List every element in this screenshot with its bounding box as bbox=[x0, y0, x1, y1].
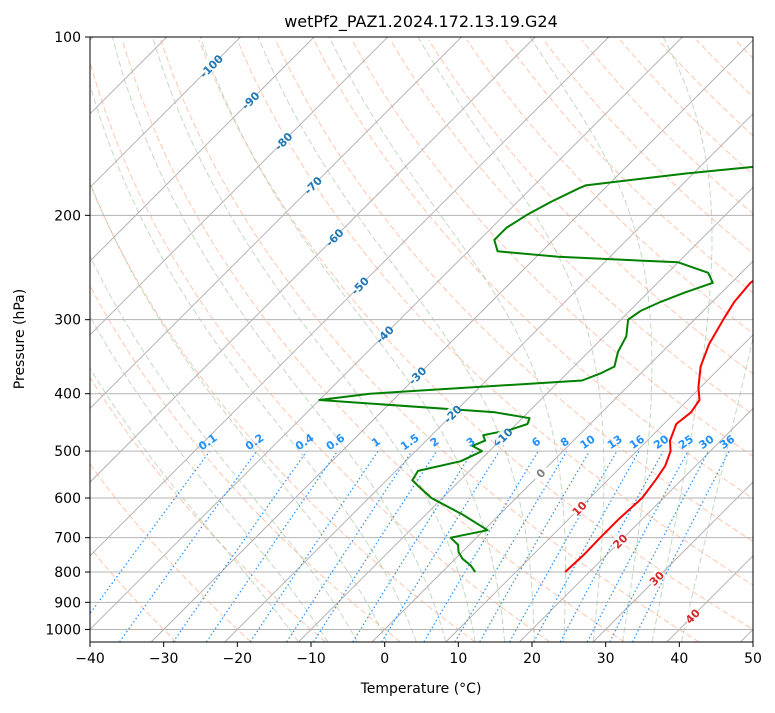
y-tick-label: 1000 bbox=[45, 622, 81, 638]
x-tick-label: 40 bbox=[670, 651, 688, 667]
x-tick-label: −40 bbox=[75, 651, 105, 667]
x-tick-label: 50 bbox=[744, 651, 762, 667]
chart-title: wetPf2_PAZ1.2024.172.13.19.G24 bbox=[284, 12, 558, 32]
x-tick-label: −20 bbox=[223, 651, 253, 667]
x-tick-label: 20 bbox=[523, 651, 541, 667]
y-tick-label: 200 bbox=[54, 208, 81, 224]
y-tick-label: 500 bbox=[54, 444, 81, 460]
x-axis-label: Temperature (°C) bbox=[360, 681, 482, 697]
x-tick-label: −30 bbox=[149, 651, 179, 667]
y-tick-label: 300 bbox=[54, 313, 81, 329]
y-axis-label: Pressure (hPa) bbox=[12, 289, 28, 389]
x-tick-label: 10 bbox=[449, 651, 467, 667]
x-tick-label: 30 bbox=[597, 651, 615, 667]
y-tick-label: 400 bbox=[54, 387, 81, 403]
y-tick-label: 700 bbox=[54, 531, 81, 547]
x-tick-label: −10 bbox=[296, 651, 326, 667]
y-tick-label: 600 bbox=[54, 491, 81, 507]
x-tick-label: 0 bbox=[380, 651, 389, 667]
y-tick-label: 900 bbox=[54, 595, 81, 611]
y-tick-label: 100 bbox=[54, 30, 81, 46]
y-tick-label: 800 bbox=[54, 565, 81, 581]
